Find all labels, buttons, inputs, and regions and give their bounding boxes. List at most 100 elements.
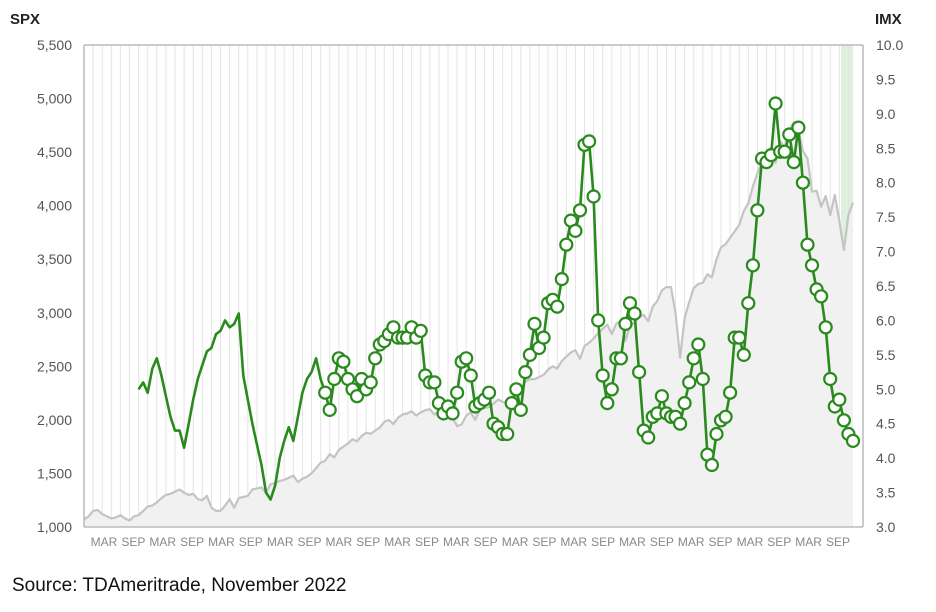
imx-point (463, 368, 478, 383)
imx-point (782, 127, 797, 142)
imx-point (586, 189, 601, 204)
imx-point (722, 385, 738, 400)
imx-point (745, 258, 761, 273)
spx-line (83, 120, 855, 522)
imx-point (550, 299, 565, 314)
imx-point (627, 306, 642, 321)
imx-point (618, 316, 633, 331)
right-tick-label: 6.5 (876, 278, 896, 294)
imx-point (581, 134, 597, 149)
left-tick-label: 5,500 (37, 37, 72, 53)
x-tick-label: SEP (356, 535, 380, 549)
imx-point (654, 389, 670, 404)
x-tick-label: MAR (326, 535, 353, 549)
imx-point (513, 402, 528, 417)
imx-point (686, 351, 701, 366)
x-tick-label: SEP (650, 535, 674, 549)
imx-point (536, 330, 551, 345)
imx-point (481, 385, 497, 400)
imx-point (641, 430, 656, 445)
x-tick-label: MAR (208, 535, 235, 549)
imx-point (786, 155, 801, 170)
imx-point (818, 320, 833, 335)
x-axis-ticks: MAR SEP MAR SEP MAR SEP MAR SEP MAR SEP MAR SEP MAR S… (91, 535, 850, 549)
imx-point (795, 175, 811, 190)
imx-point (559, 237, 574, 252)
right-tick-label: 3.0 (876, 519, 896, 535)
x-tick-label: SEP (767, 535, 791, 549)
imx-point (732, 330, 747, 345)
x-tick-label: SEP (826, 535, 850, 549)
x-tick-label: MAR (678, 535, 705, 549)
imx-point (823, 371, 838, 387)
imx-point (677, 396, 692, 411)
imx-point (791, 120, 806, 135)
imx-point (349, 389, 365, 404)
right-tick-label: 4.5 (876, 416, 896, 432)
x-tick-label: SEP (474, 535, 498, 549)
imx-point (572, 203, 588, 218)
left-tick-label: 2,000 (37, 412, 72, 428)
left-tick-label: 1,000 (37, 519, 72, 535)
right-tick-label: 8.0 (876, 175, 896, 191)
imx-point (709, 426, 724, 442)
x-tick-label: SEP (532, 535, 556, 549)
right-tick-label: 8.5 (876, 140, 896, 156)
x-tick-label: MAR (560, 535, 587, 549)
imx-point (518, 365, 533, 380)
x-tick-label: MAR (149, 535, 176, 549)
imx-point (368, 351, 383, 366)
right-tick-label: 7.0 (876, 244, 896, 260)
imx-point (600, 396, 615, 411)
imx-point (595, 368, 610, 383)
x-tick-label: SEP (709, 535, 733, 549)
x-tick-label: MAR (267, 535, 294, 549)
imx-point (695, 371, 710, 387)
right-axis-title: IMX (875, 11, 902, 28)
imx-point (613, 351, 629, 366)
x-tick-label: SEP (239, 535, 263, 549)
x-tick-label: MAR (91, 535, 118, 549)
imx-point (450, 385, 465, 400)
imx-point (845, 433, 861, 448)
imx-point (327, 371, 342, 387)
spx-area-fill (84, 122, 853, 527)
imx-point (682, 375, 697, 390)
imx-point (427, 375, 442, 390)
left-tick-label: 2,500 (37, 358, 72, 374)
imx-point (363, 375, 378, 390)
x-tick-label: SEP (591, 535, 615, 549)
source-caption: Source: TDAmeritrade, November 2022 (12, 575, 347, 596)
right-tick-label: 9.0 (876, 106, 896, 122)
x-tick-label: SEP (298, 535, 322, 549)
imx-point (631, 365, 647, 380)
x-tick-label: SEP (180, 535, 204, 549)
imx-point (500, 426, 515, 442)
imx-point (322, 402, 337, 417)
imx-point (704, 457, 720, 473)
x-tick-label: MAR (384, 535, 411, 549)
imx-point (736, 347, 751, 362)
x-tick-label: SEP (121, 535, 145, 549)
spx-area (84, 122, 853, 527)
left-axis-title: SPX (10, 11, 40, 28)
right-axis-ticks: 3.0 3.5 4.0 4.5 5.0 5.5 6.0 6.5 7.0 7.5 8.0 8.5 9.0 9… (876, 37, 903, 535)
left-tick-label: 1,500 (37, 465, 72, 481)
imx-point (522, 347, 538, 362)
left-tick-label: 5,000 (37, 91, 72, 107)
imx-point (836, 413, 852, 428)
imx-point (691, 337, 706, 352)
left-tick-label: 3,500 (37, 251, 72, 267)
x-tick-label: MAR (795, 535, 822, 549)
imx-point (413, 323, 428, 338)
imx-point (768, 96, 783, 111)
x-tick-label: SEP (415, 535, 439, 549)
imx-point (604, 382, 619, 397)
imx-point (804, 258, 820, 273)
imx-point (591, 313, 606, 328)
imx-point (750, 203, 765, 218)
imx-point (568, 223, 583, 238)
imx-point (718, 409, 733, 424)
left-axis-ticks: 1,000 1,500 2,000 2,500 3,000 3,500 4,000 4,500… (37, 37, 72, 535)
